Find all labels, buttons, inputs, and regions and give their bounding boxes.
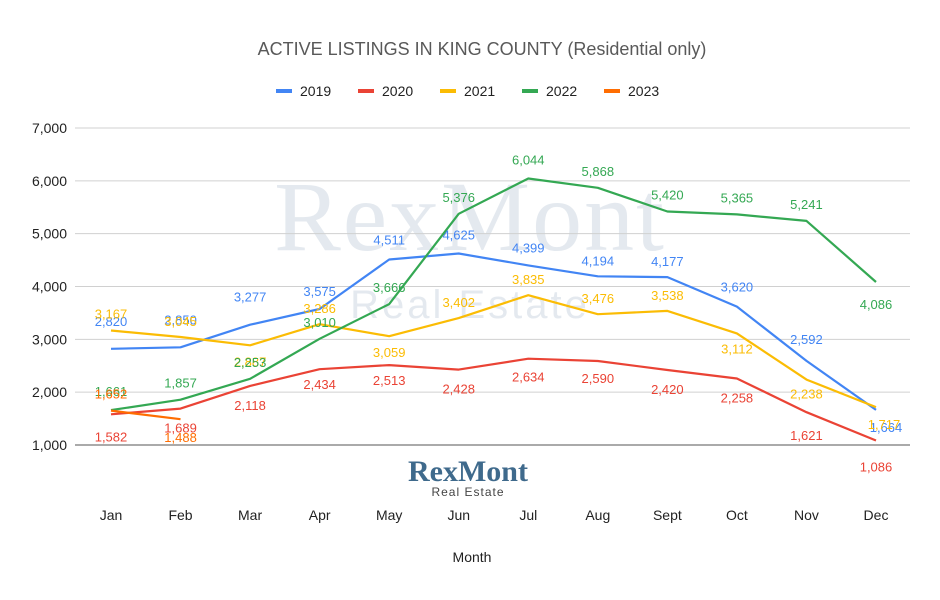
x-tick-label: Aug <box>585 507 610 523</box>
data-label-2022: 3,666 <box>373 280 406 295</box>
data-label-2022: 1,661 <box>95 384 128 399</box>
data-label-2020: 2,118 <box>234 398 266 413</box>
chart-title: ACTIVE LISTINGS IN KING COUNTY (Resident… <box>258 39 707 59</box>
data-label-2021: 3,835 <box>512 272 545 287</box>
data-label-2022: 2,253 <box>234 355 267 370</box>
data-label-2020: 2,513 <box>373 373 406 388</box>
data-label-2021: 3,112 <box>721 341 753 356</box>
series-line-2020 <box>110 357 877 442</box>
legend-label-2020: 2020 <box>382 83 413 99</box>
data-label-2022: 5,420 <box>651 187 684 202</box>
series-line-2023 <box>110 409 181 421</box>
series-line-2022 <box>110 177 877 412</box>
x-tick-label: Dec <box>864 507 889 523</box>
x-tick-label: Oct <box>726 507 748 523</box>
x-tick-label: Sept <box>653 507 682 523</box>
legend-label-2021: 2021 <box>464 83 495 99</box>
data-label-2020: 2,634 <box>512 370 545 385</box>
legend-label-2022: 2022 <box>546 83 577 99</box>
data-label-2022: 5,868 <box>582 164 615 179</box>
data-label-2021: 3,286 <box>303 301 336 316</box>
logo-sub: Real Estate <box>431 485 504 499</box>
data-label-2020: 1,582 <box>95 429 128 444</box>
data-label-2019: 3,575 <box>303 284 336 299</box>
x-tick-label: Jun <box>447 507 470 523</box>
data-label-2023: 1,652 <box>95 387 128 402</box>
y-axis-ticks: 1,000 2,000 3,000 4,000 5,000 6,000 7,000 <box>32 120 67 453</box>
data-label-2021: 1,717 <box>868 417 901 432</box>
y-tick-label: 4,000 <box>32 279 67 295</box>
x-tick-label: Mar <box>238 507 262 523</box>
data-label-2021: 3,538 <box>651 288 684 303</box>
data-label-2021: 3,402 <box>442 295 475 310</box>
watermark: RexMont Real Estate <box>274 161 666 327</box>
data-label-2022: 1,857 <box>164 376 197 391</box>
data-label-2022: 4,086 <box>860 297 893 312</box>
data-label-2021: 2,238 <box>790 387 823 402</box>
data-label-2021: 3,045 <box>164 314 197 329</box>
x-tick-label: Jan <box>100 507 123 523</box>
data-label-2019: 3,277 <box>234 290 267 305</box>
data-label-2019: 1,664 <box>870 420 903 435</box>
y-tick-label: 7,000 <box>32 120 67 136</box>
watermark-main: RexMont <box>274 161 666 272</box>
data-label-2022: 5,241 <box>790 197 823 212</box>
x-tick-label: Jul <box>519 507 537 523</box>
data-label-2019: 4,177 <box>651 254 684 269</box>
x-tick-label: May <box>376 507 402 523</box>
data-label-2021: 3,476 <box>582 291 615 306</box>
data-label-2022: 3,010 <box>303 315 336 330</box>
rexmont-logo: RexMont Real Estate <box>408 455 528 499</box>
y-tick-label: 2,000 <box>32 384 67 400</box>
y-tick-label: 3,000 <box>32 331 67 347</box>
y-tick-label: 6,000 <box>32 173 67 189</box>
data-label-2021: 3,167 <box>95 307 128 322</box>
data-label-2020: 2,590 <box>582 371 615 386</box>
data-label-2021: 2,887 <box>234 354 267 369</box>
legend: 2019 2020 2021 2022 2023 <box>276 83 659 99</box>
data-label-2020: 2,434 <box>303 377 336 392</box>
series-line-2021 <box>110 294 877 409</box>
data-label-2019: 4,399 <box>512 240 545 255</box>
data-label-2019: 2,850 <box>164 312 197 327</box>
data-label-2022: 5,365 <box>721 190 754 205</box>
gridlines <box>75 127 910 446</box>
series-lines <box>110 177 877 442</box>
x-tick-label: Apr <box>309 507 331 523</box>
data-label-2019: 4,625 <box>442 227 475 242</box>
y-tick-label: 1,000 <box>32 437 67 453</box>
series-line-2019 <box>110 252 877 411</box>
data-label-2022: 6,044 <box>512 153 545 168</box>
y-tick-label: 5,000 <box>32 226 67 242</box>
data-label-2020: 1,086 <box>860 459 893 474</box>
data-label-2019: 4,194 <box>582 253 615 268</box>
data-label-2019: 3,620 <box>721 280 754 295</box>
data-labels: 2,820 2,850 3,277 3,575 4,511 4,625 4,399 4,194… <box>95 153 903 475</box>
x-tick-label: Nov <box>794 507 819 523</box>
legend-label-2023: 2023 <box>628 83 659 99</box>
data-label-2020: 2,420 <box>651 382 684 397</box>
data-label-2023: 1,488 <box>164 430 197 445</box>
data-label-2019: 2,592 <box>790 332 823 347</box>
data-label-2021: 3,059 <box>373 345 406 360</box>
x-axis-title: Month <box>453 549 492 565</box>
data-label-2020: 2,258 <box>721 391 754 406</box>
data-label-2019: 2,820 <box>95 314 128 329</box>
logo-main: RexMont <box>408 455 528 488</box>
x-tick-label: Feb <box>168 507 192 523</box>
legend-label-2019: 2019 <box>300 83 331 99</box>
data-label-2020: 1,621 <box>790 428 823 443</box>
x-axis-ticks: Jan Feb Mar Apr May Jun Jul Aug Sept Oct Nov Dec <box>100 507 889 523</box>
data-label-2020: 2,428 <box>442 382 475 397</box>
data-label-2019: 4,511 <box>373 233 405 248</box>
data-label-2020: 1,689 <box>164 421 197 436</box>
data-label-2022: 5,376 <box>442 190 475 205</box>
